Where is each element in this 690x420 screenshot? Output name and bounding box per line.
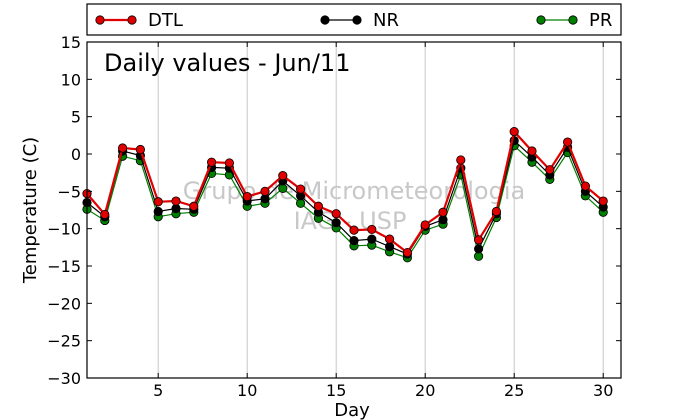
- legend-marker-pr: [536, 15, 546, 25]
- data-point-nr: [367, 234, 377, 244]
- watermark-line-1: Grupo de Micrometeorologia: [183, 177, 525, 205]
- x-tick-label: 25: [504, 381, 524, 400]
- y-tick-label: 10: [61, 70, 81, 89]
- legend-label-dtl: DTL: [148, 10, 183, 31]
- data-point-dtl: [473, 235, 484, 245]
- series-dtl: [82, 127, 608, 258]
- data-point-dtl: [562, 137, 573, 147]
- legend-marker-dtl: [95, 15, 105, 25]
- data-point-dtl: [349, 225, 359, 235]
- y-tick-label: −5: [57, 182, 81, 201]
- legend-marker-pr: [568, 15, 578, 25]
- plot-frame: [86, 41, 622, 379]
- x-tick-label: 30: [593, 381, 613, 400]
- y-tick-label: −25: [47, 332, 81, 351]
- y-tick-label: −10: [47, 220, 81, 239]
- data-point-dtl: [295, 184, 306, 194]
- data-point-dtl: [545, 165, 555, 175]
- data-point-dtl: [313, 201, 323, 211]
- x-tick-label: 5: [153, 381, 163, 400]
- data-point-dtl: [331, 209, 341, 219]
- data-point-dtl: [189, 201, 199, 211]
- data-point-dtl: [171, 196, 181, 206]
- data-point-dtl: [100, 209, 110, 220]
- legend-marker-nr: [352, 15, 362, 25]
- data-point-dtl: [367, 224, 377, 235]
- y-axis-title: Temperature (C): [20, 137, 41, 284]
- data-point-dtl: [242, 191, 252, 202]
- data-point-dtl: [402, 247, 412, 258]
- data-point-nr: [349, 236, 359, 246]
- data-point-dtl: [384, 234, 395, 244]
- legend-label-nr: NR: [373, 10, 399, 31]
- data-point-dtl: [420, 220, 430, 230]
- data-point-dtl: [598, 196, 608, 206]
- y-tick-label: 15: [61, 33, 81, 52]
- data-point-dtl: [207, 157, 217, 167]
- legend-marker-dtl: [127, 15, 137, 25]
- data-point-dtl: [224, 158, 234, 168]
- data-point-dtl: [278, 171, 288, 181]
- y-tick-label: −20: [47, 294, 81, 313]
- data-point-dtl: [260, 186, 270, 196]
- legend: DTL NR PR: [86, 3, 622, 36]
- data-point-dtl: [580, 181, 591, 191]
- series-layer: [82, 127, 608, 263]
- x-tick-label: 15: [326, 381, 346, 400]
- y-tick-label: 0: [71, 145, 81, 164]
- ticks: 5 10 15 20 25 30 15 10 5 0 −5 −10 −15 −20 −25 −30: [47, 33, 621, 400]
- data-point-nr: [473, 244, 484, 254]
- data-point-dtl: [509, 127, 519, 137]
- y-tick-label: −30: [47, 369, 81, 388]
- data-point-dtl: [153, 197, 163, 207]
- data-point-dtl: [491, 206, 501, 217]
- data-point-dtl: [135, 144, 145, 155]
- data-point-nr: [153, 206, 163, 217]
- data-point-dtl: [456, 155, 466, 165]
- x-axis-title: Day: [334, 400, 370, 420]
- y-tick-label: 5: [71, 108, 81, 127]
- data-point-dtl: [527, 146, 537, 156]
- legend-marker-nr: [320, 15, 330, 25]
- y-tick-label: −15: [47, 257, 81, 276]
- data-point-dtl: [118, 143, 128, 153]
- data-point-dtl: [438, 207, 448, 217]
- x-tick-label: 10: [237, 381, 257, 400]
- data-point-nr: [331, 218, 341, 228]
- chart-title: Daily values - Jun/11: [104, 49, 350, 77]
- x-tick-label: 20: [415, 381, 435, 400]
- legend-label-pr: PR: [589, 10, 612, 31]
